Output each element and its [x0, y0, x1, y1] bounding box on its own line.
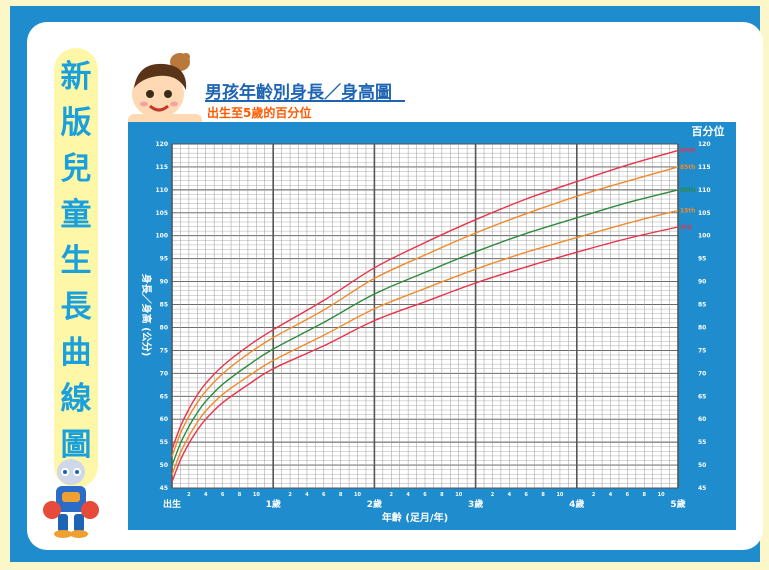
x-major-label: 1歲: [266, 498, 281, 510]
side-title-char: 線: [60, 381, 92, 417]
y-tick-label-right: 55: [698, 439, 706, 446]
right-axis-title: 百分位: [692, 124, 725, 138]
percentile-line-15th: [171, 209, 679, 475]
robot-mascot-illustration: [43, 459, 99, 538]
x-minor-label: 6: [322, 492, 326, 498]
y-tick-label-right: 100: [698, 233, 711, 240]
x-minor-label: 4: [406, 492, 410, 498]
x-minor-label: 8: [440, 492, 444, 498]
percentile-line-50th: [171, 189, 679, 466]
chart-subtitle: 出生至5歲的百分位: [207, 106, 312, 120]
side-title-banner: 新 版 兒 童 生 長 曲 線 圖: [54, 48, 98, 488]
y-tick-label-right: 110: [698, 187, 711, 194]
x-minor-label: 10: [455, 492, 462, 498]
y-axis-left: 45 50 55 60 65 70 75 80 85 90 95 100 105 110 115 120: [155, 141, 168, 492]
x-minor-label: 8: [339, 492, 343, 498]
x-major-label: 3歲: [468, 498, 483, 510]
percentile-label-3rd: 3rd: [680, 224, 691, 231]
x-minor-label: 2: [390, 492, 394, 498]
y-tick-label: 60: [160, 416, 168, 423]
y-tick-label: 115: [155, 164, 168, 171]
x-minor-label: 6: [423, 492, 427, 498]
side-title-char: 曲: [60, 335, 92, 371]
side-title-char: 新: [60, 59, 92, 95]
y-tick-label: 75: [160, 347, 168, 354]
side-title-char: 生: [60, 243, 92, 279]
title-underline: [205, 100, 405, 102]
y-tick-label: 95: [160, 256, 168, 263]
x-minor-label: 2: [592, 492, 596, 498]
percentile-line-85th: [171, 166, 679, 457]
y-tick-label-right: 90: [698, 279, 706, 286]
x-minor-label: 2: [187, 492, 191, 498]
y-tick-label-right: 85: [698, 302, 706, 309]
chart-grid: [171, 143, 679, 489]
y-tick-label: 110: [155, 187, 168, 194]
x-major-label: 出生: [163, 498, 181, 510]
y-tick-label-right: 120: [698, 141, 711, 148]
percentile-line-3rd: [171, 226, 679, 483]
x-minor-label: 8: [238, 492, 242, 498]
y-tick-label: 45: [160, 485, 168, 492]
x-axis-label: 年齡 (足月/年): [382, 511, 448, 524]
y-tick-label: 70: [160, 370, 168, 377]
y-tick-label-right: 115: [698, 164, 711, 171]
percentile-curves: [171, 149, 679, 483]
y-tick-label: 120: [155, 141, 168, 148]
y-tick-label: 90: [160, 279, 168, 286]
y-tick-label-right: 45: [698, 485, 706, 492]
percentile-label-97th: 97th: [680, 147, 696, 154]
y-tick-label: 105: [155, 210, 168, 217]
y-axis-label: 身長／身高 (公分): [140, 274, 153, 357]
x-axis: 出生 1歲 2歲 3歲 4歲 5歲 2 4 6 8 10 2 4 6 8 10 2 4 6 8 10 2 4 6 8 10 2 4 6 8…: [163, 492, 686, 510]
x-minor-label: 6: [221, 492, 225, 498]
y-tick-label-right: 65: [698, 393, 706, 400]
percentile-label-50th: 50th: [680, 187, 696, 194]
x-minor-label: 8: [643, 492, 647, 498]
y-tick-label: 65: [160, 393, 168, 400]
x-minor-label: 2: [288, 492, 292, 498]
x-minor-label: 4: [204, 492, 208, 498]
y-tick-label-right: 60: [698, 416, 706, 423]
side-title-char: 兒: [60, 151, 92, 187]
y-axis-right: 45 50 55 60 65 70 75 80 85 90 95 100 105 110 115 120: [698, 141, 711, 492]
percentile-line-97th: [171, 149, 679, 450]
x-major-label: 2歲: [367, 498, 382, 510]
percentile-labels: 97th 85th 50th 15th 3rd: [680, 147, 696, 231]
y-tick-label-right: 95: [698, 256, 706, 263]
percentile-label-15th: 15th: [680, 208, 696, 215]
percentile-label-85th: 85th: [680, 164, 696, 171]
side-title-char: 圖: [60, 427, 92, 463]
x-major-label: 5歲: [670, 498, 685, 510]
x-minor-label: 10: [556, 492, 563, 498]
y-tick-label-right: 50: [698, 462, 706, 469]
side-title-char: 版: [60, 105, 92, 141]
y-tick-label-right: 75: [698, 347, 706, 354]
y-tick-label: 55: [160, 439, 168, 446]
x-minor-label: 8: [541, 492, 545, 498]
x-minor-label: 10: [354, 492, 361, 498]
y-tick-label-right: 80: [698, 324, 706, 331]
x-minor-label: 4: [609, 492, 613, 498]
y-tick-label: 85: [160, 302, 168, 309]
x-minor-label: 10: [253, 492, 260, 498]
y-tick-label-right: 105: [698, 210, 711, 217]
x-minor-label: 4: [508, 492, 512, 498]
y-tick-label-right: 70: [698, 370, 706, 377]
x-minor-label: 4: [305, 492, 309, 498]
side-title-char: 童: [60, 197, 92, 233]
chart-title: 男孩年齡別身長／身高圖: [205, 83, 392, 103]
y-tick-label: 50: [160, 462, 168, 469]
x-minor-label: 6: [626, 492, 630, 498]
y-tick-label: 100: [155, 233, 168, 240]
y-tick-label: 80: [160, 324, 168, 331]
x-minor-label: 10: [658, 492, 665, 498]
x-minor-label: 2: [491, 492, 495, 498]
x-major-label: 4歲: [569, 498, 584, 510]
side-title-char: 長: [60, 289, 92, 325]
x-minor-label: 6: [524, 492, 528, 498]
